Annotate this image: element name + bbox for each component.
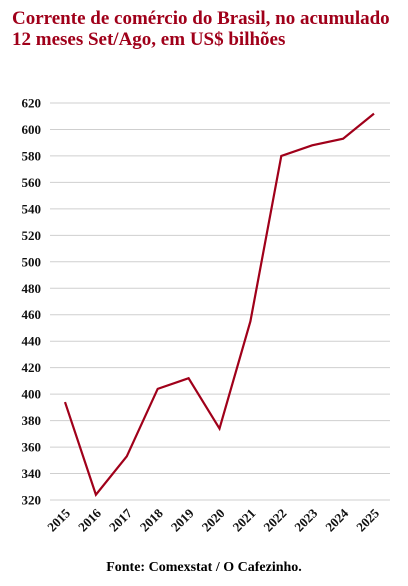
x-tick-label: 2021 (230, 506, 259, 535)
x-tick-label: 2018 (137, 505, 166, 534)
y-tick-label: 380 (22, 413, 42, 428)
y-tick-label: 500 (22, 254, 42, 269)
source-note: Fonte: Comexstat / O Cafezinho. (106, 560, 302, 575)
x-tick-label: 2025 (353, 505, 382, 534)
x-tick-label: 2020 (199, 506, 228, 535)
y-tick-label: 620 (22, 96, 42, 111)
data-line (63, 112, 375, 497)
y-tick-label: 520 (22, 228, 42, 243)
y-tick-label: 540 (22, 201, 42, 216)
y-tick-label: 420 (22, 360, 42, 375)
y-tick-label: 440 (22, 334, 42, 349)
y-tick-label: 460 (22, 307, 42, 322)
y-tick-label: 360 (22, 440, 42, 455)
y-tick-label: 340 (22, 466, 42, 481)
y-tick-label: 580 (22, 148, 42, 163)
x-tick-label: 2019 (168, 505, 197, 534)
x-tick-label: 2016 (75, 505, 104, 534)
y-tick-label: 400 (22, 387, 42, 402)
x-tick-label: 2023 (291, 505, 320, 534)
x-tick-label: 2022 (260, 506, 289, 535)
y-tick-label: 480 (22, 281, 42, 296)
x-tick-label: 2017 (106, 505, 135, 534)
x-tick-label: 2024 (322, 505, 351, 534)
y-tick-label: 600 (22, 122, 42, 137)
chart-title: Corrente de comércio do Brasil, no acumu… (12, 8, 390, 50)
y-tick-label: 560 (22, 175, 42, 190)
y-tick-label: 320 (22, 493, 42, 508)
x-tick-label: 2015 (44, 505, 73, 534)
